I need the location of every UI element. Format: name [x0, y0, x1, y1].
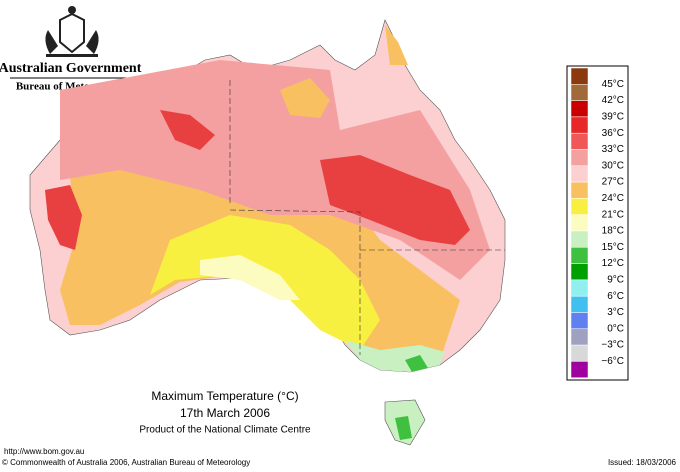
legend-swatch — [570, 198, 589, 215]
legend-label: −6°C — [601, 356, 624, 367]
australia-map — [29, 19, 506, 446]
legend-label: −3°C — [601, 340, 624, 351]
legend-label: 45°C — [602, 79, 624, 90]
legend-label: 39°C — [602, 112, 624, 123]
legend-label: 18°C — [602, 226, 624, 237]
legend: 45°C 42°C 39°C 36°C 33°C 30°C 27°C 24°C 21°C 18°C… — [566, 65, 629, 381]
legend-swatch — [570, 132, 589, 150]
legend-swatch — [570, 312, 589, 330]
legend-swatch — [570, 84, 589, 101]
legend-label: 42°C — [602, 95, 624, 106]
coat-of-arms — [45, 6, 99, 57]
legend-swatch — [570, 344, 589, 362]
legend-swatch — [570, 100, 589, 118]
legend-label: 9°C — [607, 275, 624, 286]
legend-swatch — [570, 181, 589, 199]
legend-label: 12°C — [602, 258, 624, 269]
legend-label: 27°C — [602, 177, 624, 188]
legend-swatch — [570, 247, 589, 264]
legend-swatch — [570, 263, 589, 281]
legend-swatch — [570, 165, 589, 183]
legend-swatch — [570, 116, 589, 134]
legend-swatch — [570, 214, 589, 232]
agency: Australian Government — [0, 61, 142, 76]
map-product: Product of the National Climate Centre — [139, 425, 311, 436]
footer-copyright: © Commonwealth of Australia 2006, Austra… — [2, 458, 250, 467]
map-title: Maximum Temperature (°C) — [151, 389, 298, 403]
legend-label: 6°C — [607, 291, 624, 302]
legend-label: 3°C — [607, 307, 624, 318]
map-date: 17th March 2006 — [180, 406, 270, 420]
legend-label: 21°C — [602, 209, 624, 220]
legend-swatch — [570, 328, 589, 346]
legend-swatch — [570, 230, 589, 248]
footer-url: http://www.bom.gov.au — [4, 447, 84, 456]
legend-swatch — [570, 295, 589, 313]
legend-label: 36°C — [602, 128, 624, 139]
legend-label: 30°C — [602, 160, 624, 171]
legend-label: 24°C — [602, 193, 624, 204]
legend-swatch — [570, 279, 589, 297]
legend-label: 15°C — [602, 242, 624, 253]
legend-swatch — [570, 149, 589, 167]
legend-swatch — [570, 67, 589, 85]
legend-swatch — [570, 361, 589, 378]
legend-label: 0°C — [607, 323, 624, 334]
footer-issued: Issued: 18/03/2006 — [608, 458, 677, 467]
legend-label: 33°C — [602, 144, 624, 155]
